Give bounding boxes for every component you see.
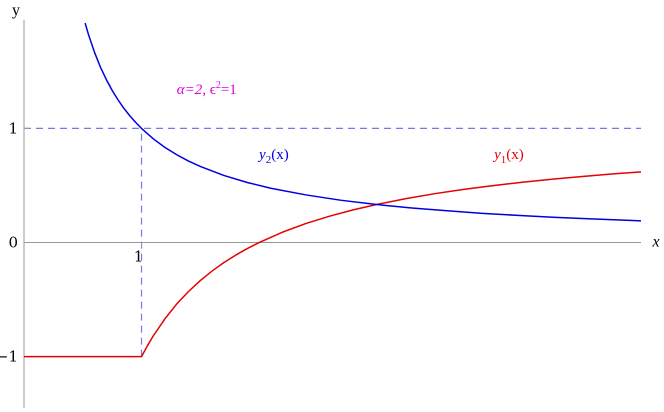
- series-line-2: [84, 22, 642, 222]
- y-axis-label: y: [12, 2, 20, 19]
- y-tick-label: 1: [8, 119, 18, 137]
- x-tick-label: 1: [134, 248, 144, 266]
- series-layer: [24, 22, 642, 358]
- axes: −1 0 1 1 y x: [0, 2, 660, 408]
- y-tick-label: −1: [0, 348, 18, 366]
- x-axis-label: x: [651, 234, 659, 251]
- y-tick-label: 0: [8, 234, 18, 252]
- series-line-1: [24, 171, 642, 358]
- parameter-annotation: α=2, ϵ2=1: [177, 80, 237, 98]
- series-label-2: y2(x): [257, 147, 289, 166]
- series-label-1: y1(x): [492, 147, 524, 166]
- labels: y1(x) y2(x) α=2, ϵ2=1: [177, 80, 524, 166]
